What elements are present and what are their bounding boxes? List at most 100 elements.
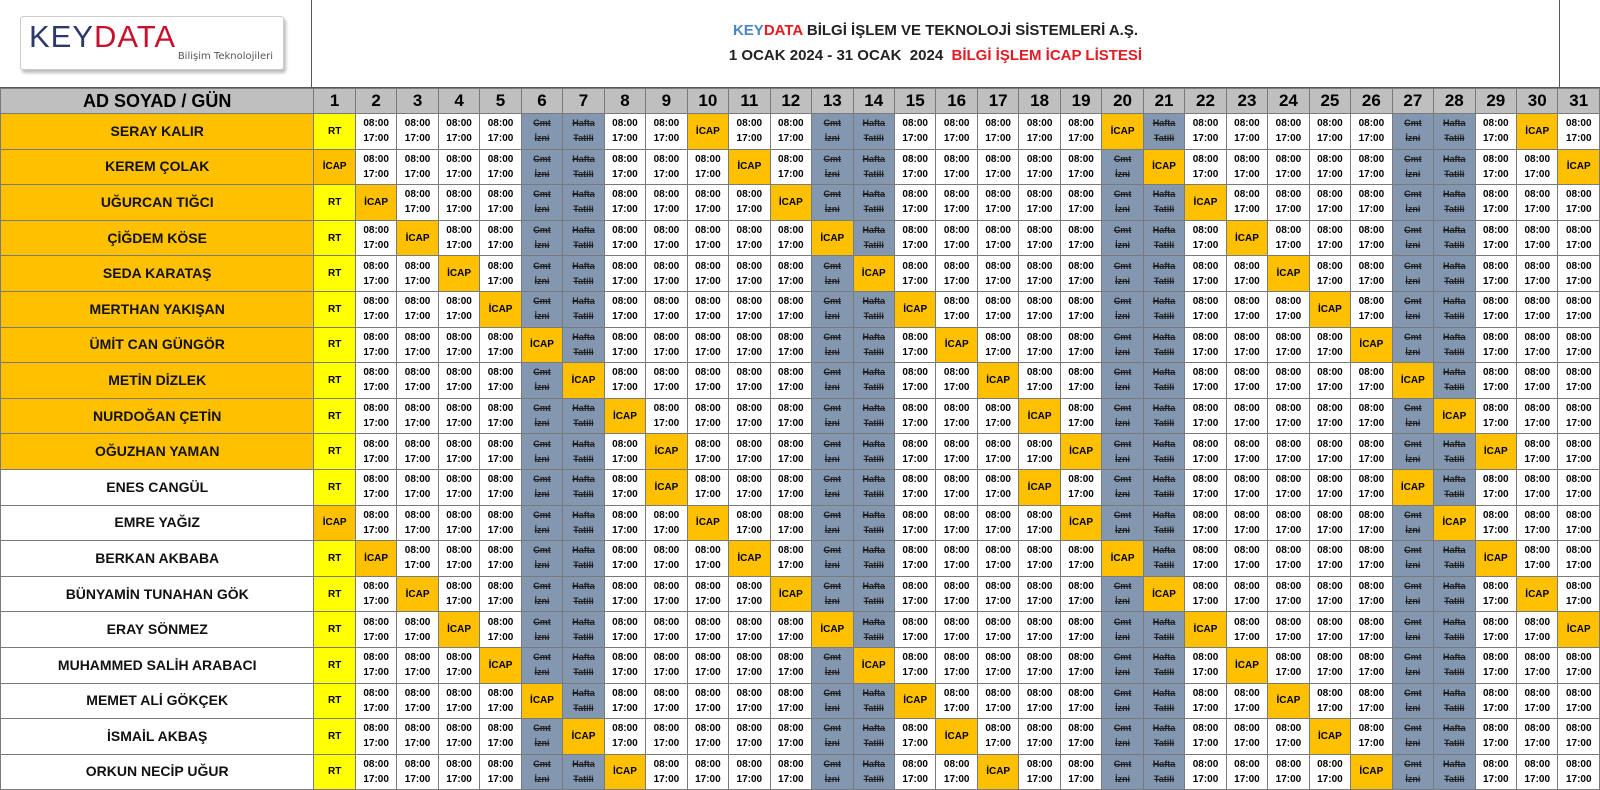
icap-cell: İCAP	[893, 682, 937, 720]
work-hours-cell: 08:00 17:00	[935, 184, 978, 221]
rt-cell: RT	[313, 646, 356, 684]
sunday-off-cell: Hafta Tatili	[562, 219, 605, 257]
employee-name: ÇİĞDEM KÖSE	[0, 219, 315, 257]
work-hours-cell: 08:00 17:00	[645, 362, 688, 399]
icap-cell: İCAP	[396, 575, 439, 613]
work-hours-cell: 08:00 17:00	[1474, 219, 1518, 257]
work-hours-cell: 08:00 17:00	[1267, 504, 1310, 542]
rt-cell: RT	[313, 255, 356, 292]
work-hours-cell: 08:00 17:00	[686, 184, 730, 221]
work-hours-cell: 08:00 17:00	[1474, 718, 1518, 755]
sunday-off-cell: Hafta Tatili	[1142, 326, 1186, 364]
work-hours-cell: 08:00 17:00	[1184, 575, 1227, 613]
icap-cell: İCAP	[1350, 753, 1393, 790]
work-hours-cell: 08:00 17:00	[645, 397, 688, 435]
sunday-off-cell: Hafta Tatili	[852, 540, 895, 577]
icap-cell: İCAP	[1142, 148, 1186, 186]
day-header-cell: 13	[811, 88, 854, 114]
work-hours-cell: 08:00 17:00	[396, 504, 439, 542]
work-hours-cell: 08:00 17:00	[603, 540, 647, 577]
work-hours-cell: 08:00 17:00	[1557, 113, 1600, 150]
icap-cell: İCAP	[686, 113, 730, 150]
sunday-off-cell: Hafta Tatili	[852, 290, 895, 328]
work-hours-cell: 08:00 17:00	[728, 646, 771, 684]
work-hours-cell: 08:00 17:00	[769, 326, 813, 364]
work-hours-cell: 08:00 17:00	[354, 646, 398, 684]
saturday-off-cell: Cmt İzni	[811, 540, 854, 577]
sunday-off-cell: Hafta Tatili	[1433, 611, 1476, 648]
work-hours-cell: 08:00 17:00	[769, 540, 813, 577]
schedule-rows: SERAY KALIR RT 08:00 17:00 08:00 17:00 08:00 17…	[0, 113, 1600, 790]
work-hours-cell: 08:00 17:00	[1308, 326, 1352, 364]
work-hours-cell: 08:00 17:00	[479, 362, 522, 399]
sunday-off-cell: Hafta Tatili	[852, 219, 895, 257]
work-hours-cell: 08:00 17:00	[976, 718, 1020, 755]
day-header-cell: 12	[769, 88, 813, 114]
work-hours-cell: 08:00 17:00	[1308, 148, 1352, 186]
employee-name: ÜMİT CAN GÜNGÖR	[0, 326, 315, 364]
icap-cell: İCAP	[313, 148, 356, 186]
sunday-off-cell: Hafta Tatili	[1142, 646, 1186, 684]
saturday-off-cell: Cmt İzni	[520, 504, 564, 542]
work-hours-cell: 08:00 17:00	[603, 433, 647, 470]
work-hours-cell: 08:00 17:00	[893, 326, 937, 364]
sunday-off-cell: Hafta Tatili	[1142, 113, 1186, 150]
schedule-row: ORKUN NECİP UĞUR RT 08:00 17:00 08:00 17:00 08…	[0, 753, 1600, 790]
work-hours-cell: 08:00 17:00	[1059, 290, 1103, 328]
work-hours-cell: 08:00 17:00	[1267, 433, 1310, 470]
logo-key: KEY	[29, 19, 95, 54]
icap-cell: İCAP	[1059, 433, 1103, 470]
work-hours-cell: 08:00 17:00	[437, 148, 481, 186]
work-hours-cell: 08:00 17:00	[1059, 753, 1103, 790]
rt-cell: RT	[313, 184, 356, 221]
work-hours-cell: 08:00 17:00	[935, 646, 978, 684]
day-header-cell: 15	[893, 88, 937, 114]
saturday-off-cell: Cmt İzni	[520, 397, 564, 435]
work-hours-cell: 08:00 17:00	[354, 113, 398, 150]
work-hours-cell: 08:00 17:00	[437, 646, 481, 684]
work-hours-cell: 08:00 17:00	[1308, 611, 1352, 648]
icap-cell: İCAP	[1018, 397, 1061, 435]
saturday-off-cell: Cmt İzni	[1101, 468, 1144, 506]
employee-name: ENES CANGÜL	[0, 468, 315, 506]
saturday-off-cell: Cmt İzni	[1391, 718, 1435, 755]
saturday-off-cell: Cmt İzni	[1391, 255, 1435, 292]
work-hours-cell: 08:00 17:00	[437, 468, 481, 506]
employee-name: NURDOĞAN ÇETİN	[0, 397, 315, 435]
work-hours-cell: 08:00 17:00	[603, 611, 647, 648]
sunday-off-cell: Hafta Tatili	[852, 362, 895, 399]
icap-cell: İCAP	[1184, 184, 1227, 221]
icap-cell: İCAP	[479, 646, 522, 684]
work-hours-cell: 08:00 17:00	[1474, 184, 1518, 221]
work-hours-cell: 08:00 17:00	[1557, 433, 1600, 470]
sunday-off-cell: Hafta Tatili	[852, 148, 895, 186]
saturday-off-cell: Cmt İzni	[1101, 611, 1144, 648]
logo-subtitle: Bilişim Teknolojileri	[177, 51, 273, 62]
work-hours-cell: 08:00 17:00	[1225, 433, 1269, 470]
work-hours-cell: 08:00 17:00	[1350, 433, 1393, 470]
icap-cell: İCAP	[437, 611, 481, 648]
work-hours-cell: 08:00 17:00	[1267, 326, 1310, 364]
work-hours-cell: 08:00 17:00	[976, 326, 1020, 364]
work-hours-cell: 08:00 17:00	[1059, 682, 1103, 720]
work-hours-cell: 08:00 17:00	[354, 326, 398, 364]
work-hours-cell: 08:00 17:00	[1350, 113, 1393, 150]
icap-cell: İCAP	[1433, 504, 1476, 542]
work-hours-cell: 08:00 17:00	[728, 433, 771, 470]
work-hours-cell: 08:00 17:00	[1018, 362, 1061, 399]
work-hours-cell: 08:00 17:00	[935, 682, 978, 720]
work-hours-cell: 08:00 17:00	[1059, 255, 1103, 292]
work-hours-cell: 08:00 17:00	[1516, 611, 1559, 648]
work-hours-cell: 08:00 17:00	[1225, 290, 1269, 328]
work-hours-cell: 08:00 17:00	[1474, 753, 1518, 790]
work-hours-cell: 08:00 17:00	[396, 184, 439, 221]
work-hours-cell: 08:00 17:00	[1059, 646, 1103, 684]
work-hours-cell: 08:00 17:00	[1225, 682, 1269, 720]
saturday-off-cell: Cmt İzni	[1101, 255, 1144, 292]
work-hours-cell: 08:00 17:00	[396, 362, 439, 399]
work-hours-cell: 08:00 17:00	[1018, 646, 1061, 684]
rt-cell: RT	[313, 113, 356, 150]
work-hours-cell: 08:00 17:00	[1308, 504, 1352, 542]
work-hours-cell: 08:00 17:00	[396, 468, 439, 506]
saturday-off-cell: Cmt İzni	[1101, 718, 1144, 755]
